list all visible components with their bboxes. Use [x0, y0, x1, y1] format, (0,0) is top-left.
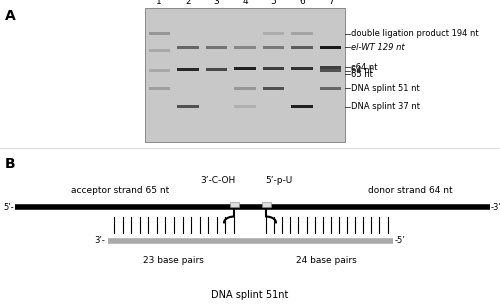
Text: 1: 1	[156, 0, 162, 6]
Text: el-WT 129 nt: el-WT 129 nt	[351, 43, 405, 52]
Text: 65 nt: 65 nt	[351, 70, 373, 79]
Text: 64 nt: 64 nt	[351, 66, 373, 75]
Text: 5: 5	[270, 0, 276, 6]
Bar	[320, 46, 342, 49]
Bar	[234, 46, 256, 49]
Text: DNA splint 37 nt: DNA splint 37 nt	[351, 102, 420, 111]
Bar	[320, 69, 342, 72]
Bar	[292, 32, 313, 35]
Bar	[262, 202, 270, 207]
Bar	[148, 32, 170, 35]
Text: acceptor strand 65 nt: acceptor strand 65 nt	[71, 185, 169, 195]
Bar	[320, 66, 342, 69]
Text: c64 nt: c64 nt	[351, 63, 378, 72]
Bar	[292, 67, 313, 70]
Bar	[263, 32, 284, 35]
Text: DNA splint 51nt: DNA splint 51nt	[212, 290, 288, 300]
Bar	[206, 68, 227, 71]
Text: 5’-: 5’-	[4, 203, 14, 212]
Text: donor strand 64 nt: donor strand 64 nt	[368, 185, 452, 195]
Text: DNA splint 51 nt: DNA splint 51 nt	[351, 84, 420, 93]
Bar	[177, 46, 199, 49]
Bar	[145, 8, 345, 142]
Text: 24 base pairs: 24 base pairs	[296, 256, 356, 265]
Bar	[263, 87, 284, 90]
Bar	[320, 87, 342, 90]
Bar	[263, 67, 284, 70]
Text: A: A	[5, 9, 16, 23]
Text: 2: 2	[185, 0, 190, 6]
Bar	[234, 67, 256, 70]
Bar	[263, 46, 284, 49]
Bar	[148, 49, 170, 52]
Text: 6: 6	[300, 0, 305, 6]
Text: 3’-: 3’-	[94, 236, 105, 246]
Text: 4: 4	[242, 0, 248, 6]
Bar	[177, 68, 199, 71]
Bar	[177, 106, 199, 109]
Bar	[292, 106, 313, 109]
Text: 5’-p-U: 5’-p-U	[266, 176, 292, 185]
Bar	[206, 46, 227, 49]
Bar	[148, 87, 170, 90]
Text: 7: 7	[328, 0, 334, 6]
Bar	[292, 46, 313, 49]
Bar	[234, 106, 256, 109]
Text: 3: 3	[214, 0, 220, 6]
Text: -3’: -3’	[491, 203, 500, 212]
Text: -5’: -5’	[395, 236, 406, 246]
Text: 3’-C-OH: 3’-C-OH	[200, 176, 235, 185]
Bar	[148, 69, 170, 72]
Text: B: B	[5, 157, 15, 171]
Text: 23 base pairs: 23 base pairs	[143, 256, 204, 265]
Bar	[234, 87, 256, 90]
Text: double ligation product 194 nt: double ligation product 194 nt	[351, 29, 478, 38]
Bar	[230, 202, 238, 207]
